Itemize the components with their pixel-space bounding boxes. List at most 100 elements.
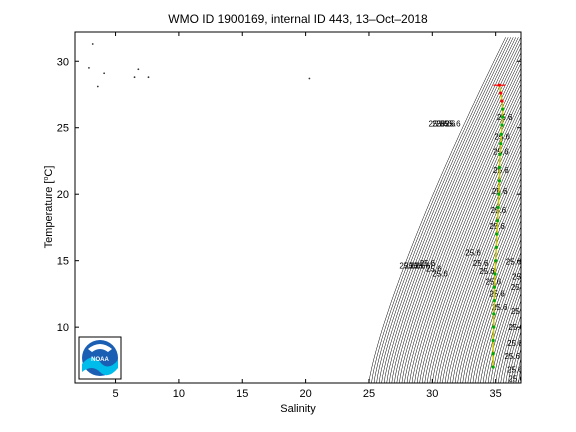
chart-title: WMO ID 1900169, internal ID 443, 13–Oct–… [168, 12, 428, 26]
isopycnal-line [462, 207, 521, 383]
isopycnal-line [482, 258, 521, 383]
isopycnal-label: 25.6 [511, 283, 527, 292]
y-axis-label-main: Temperature [ [43, 181, 55, 249]
isopycnal-label: 25.6 [512, 272, 528, 281]
isopycnal-line [457, 195, 521, 383]
noaa-logo-bird [88, 344, 112, 352]
profile-data [491, 83, 506, 369]
profile-point [491, 338, 495, 343]
plot-frame [74, 31, 522, 384]
isopycnal-line [421, 115, 521, 383]
isopycnal-label: 25.6 [511, 307, 527, 316]
x-tick-label: 5 [112, 388, 118, 400]
isopycnal-label: 25.6 [432, 119, 448, 128]
x-tick-label: 30 [426, 388, 438, 400]
isopycnal-label: 25.6 [420, 259, 436, 268]
isopycnal-label: 25.6 [415, 262, 431, 271]
isopycnal-line [401, 72, 521, 383]
isopycnal-line [426, 126, 521, 383]
isopycnal-label: 25.6 [492, 303, 508, 312]
profile-point [498, 152, 502, 156]
stray-point [147, 76, 150, 79]
isopycnal-line [376, 37, 514, 383]
profile-point [501, 115, 505, 119]
degree-symbol: o [43, 177, 50, 181]
x-axis-label: Salinity [280, 403, 316, 415]
x-tick-label: 15 [236, 388, 248, 400]
stray-point [91, 43, 94, 45]
isopycnal-line [432, 137, 521, 383]
isopycnal-line [515, 357, 521, 383]
y-axis-label-unit: C] [43, 166, 55, 177]
profile-point [492, 298, 496, 303]
isopycnal-line [388, 46, 521, 383]
noaa-logo-wave [82, 357, 118, 376]
profile-point [495, 232, 499, 236]
isopycnal-line [409, 88, 521, 383]
isopycnal-line [429, 132, 521, 383]
isopycnal-label: 25.6 [445, 119, 461, 128]
profile-point [492, 325, 496, 329]
stray-point [308, 77, 311, 80]
profile-point [494, 259, 498, 263]
isopycnal-line [424, 121, 521, 383]
isopycnal-label: 25.6 [429, 119, 445, 128]
isopycnal-label: 25.6 [432, 270, 448, 279]
isopycnal-line [399, 67, 521, 383]
isopycnal-line [497, 299, 521, 383]
isopycnal-line [500, 307, 521, 383]
isopycnal-line [414, 99, 521, 383]
profile-point [492, 312, 496, 316]
isopycnal-line [490, 278, 521, 383]
profile-point [497, 192, 501, 196]
isopycnal-label: 25.6 [426, 264, 442, 273]
profile-point [499, 132, 503, 136]
x-tick-label: 20 [299, 388, 311, 400]
x-tick-label: 35 [490, 388, 502, 400]
profile-point [497, 166, 502, 170]
isopycnal-line [381, 37, 519, 383]
isopycnal-line [492, 285, 521, 383]
profile-point [500, 123, 504, 127]
isopycnal-line [475, 238, 521, 383]
isopycnal-line [396, 62, 521, 383]
noaa-logo: NOAA [78, 336, 122, 380]
profile-point [495, 219, 500, 223]
isopycnal-line [513, 347, 521, 383]
profile-point [499, 142, 503, 146]
isopycnal-line [449, 177, 521, 383]
isopycnal-line [480, 251, 521, 383]
stray-point [88, 66, 90, 69]
isopycnal-label: 25.6 [440, 119, 456, 128]
isopycnal-line [368, 37, 506, 383]
noaa-logo-text: NOAA [91, 357, 109, 363]
isopycnal-line [394, 57, 521, 383]
isopycnal-line [371, 37, 509, 383]
y-tick-label: 30 [57, 56, 69, 68]
isopycnal-line [383, 37, 521, 383]
isopycnal-line [454, 189, 521, 383]
isopycnal-lines [368, 37, 521, 383]
isopycnal-label: 25.6 [508, 375, 524, 384]
x-tick-label: 10 [173, 388, 185, 400]
isopycnal-label: 25.6 [494, 133, 510, 142]
y-tick-label: 10 [57, 322, 69, 334]
stray-point [96, 85, 99, 88]
isopycnal-label: 25.6 [492, 187, 508, 196]
y-axis-ticks: 10 15 20 25 30 [57, 56, 521, 334]
isopycnal-line [505, 322, 521, 383]
isopycnal-line [447, 171, 521, 383]
isopycnal-label: 25.6 [479, 267, 495, 276]
isopycnal-line [444, 166, 521, 383]
isopycnal-line [416, 104, 521, 383]
isopycnal-line [485, 264, 521, 383]
profile-point [493, 272, 497, 276]
isopycnal-line [477, 245, 521, 383]
stray-point [137, 68, 140, 71]
isopycnal-label: 25.6 [508, 323, 524, 332]
isopycnal-line [404, 78, 521, 383]
isopycnal-line [465, 213, 521, 383]
isopycnal-line [472, 232, 521, 383]
isopycnal-line [470, 226, 521, 383]
